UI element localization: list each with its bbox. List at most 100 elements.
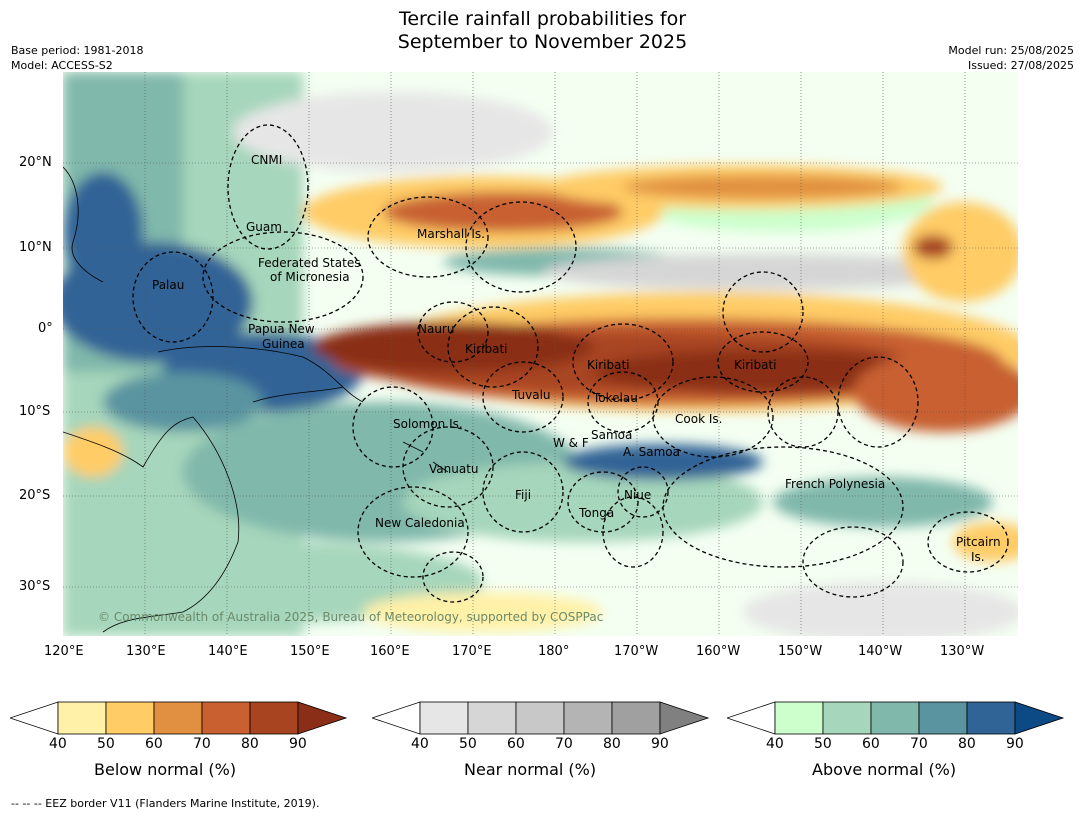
lon-label: 160°W bbox=[696, 644, 741, 659]
model-run: Model run: 25/08/2025 bbox=[948, 44, 1074, 57]
label-pitcairn-1: Pitcairn bbox=[956, 535, 1001, 549]
label-fiji: Fiji bbox=[515, 488, 531, 502]
colorbar-lower-extension bbox=[8, 701, 59, 735]
colorbar-below-title: Below normal (%) bbox=[94, 760, 237, 779]
colorbar-segment bbox=[870, 701, 920, 735]
colorbar-tick-label: 40 bbox=[766, 736, 784, 752]
colorbar-segment bbox=[201, 701, 251, 735]
label-png-2: Guinea bbox=[262, 337, 305, 351]
label-tonga: Tonga bbox=[578, 506, 614, 520]
lat-label: 20°N bbox=[19, 155, 52, 170]
colorbar-segment bbox=[153, 701, 203, 735]
label-guam: Guam bbox=[246, 220, 282, 234]
label-kiribati-e: Kiribati bbox=[734, 358, 776, 372]
eez-footnote: -- -- -- EEZ border V11 (Flanders Marine… bbox=[11, 797, 320, 810]
lon-label: 170°W bbox=[614, 644, 659, 659]
colorbar-tick-label: 70 bbox=[910, 736, 928, 752]
colorbar-segment bbox=[419, 701, 469, 735]
colorbar-segment bbox=[105, 701, 155, 735]
lat-label: 20°S bbox=[19, 488, 51, 503]
title-line-2: September to November 2025 bbox=[397, 31, 688, 53]
label-pitcairn-2: Is. bbox=[971, 550, 985, 564]
lon-label: 170°E bbox=[452, 644, 492, 659]
colorbar-near-title: Near normal (%) bbox=[464, 760, 597, 779]
colorbar-tick-label: 60 bbox=[862, 736, 880, 752]
colorbar-tick-label: 90 bbox=[651, 736, 669, 752]
label-kiribati-w: Kiribati bbox=[465, 342, 507, 356]
colorbar-above-svg bbox=[725, 701, 1065, 735]
label-solomon: Solomon Is. bbox=[393, 417, 463, 431]
lon-label: 150°W bbox=[778, 644, 823, 659]
lat-label: 30°S bbox=[19, 579, 51, 594]
colorbar-tick-label: 70 bbox=[555, 736, 573, 752]
label-cnmi: CNMI bbox=[251, 153, 282, 167]
colorbar-upper-extension bbox=[659, 701, 710, 735]
chart-title: Tercile rainfall probabilities for Septe… bbox=[0, 8, 1085, 54]
lon-label: 120°E bbox=[44, 644, 84, 659]
colorbar-segment bbox=[822, 701, 872, 735]
lat-label: 10°N bbox=[19, 240, 52, 255]
colorbar-tick-label: 50 bbox=[459, 736, 477, 752]
colorbar-segment bbox=[57, 701, 107, 735]
label-cook: Cook Is. bbox=[675, 412, 722, 426]
label-nauru: Nauru bbox=[418, 322, 454, 336]
colorbar-segment bbox=[918, 701, 968, 735]
colorbar-tick-label: 50 bbox=[814, 736, 832, 752]
lon-label: 140°W bbox=[858, 644, 903, 659]
colorbar-tick-label: 90 bbox=[1006, 736, 1024, 752]
colorbar-upper-extension bbox=[297, 701, 348, 735]
label-kiribati-c: Kiribati bbox=[587, 358, 629, 372]
label-marshall: Marshall Is. bbox=[417, 227, 485, 241]
colorbar-upper-extension bbox=[1014, 701, 1065, 735]
lon-label: 130°W bbox=[940, 644, 985, 659]
colorbar-tick-label: 50 bbox=[97, 736, 115, 752]
colorbar-near-svg bbox=[370, 701, 710, 735]
eez-borders bbox=[132, 124, 1009, 603]
colorbar-tick-label: 70 bbox=[193, 736, 211, 752]
lat-label: 10°S bbox=[19, 404, 51, 419]
label-tuvalu: Tuvalu bbox=[511, 388, 551, 402]
issued-date: Issued: 27/08/2025 bbox=[967, 59, 1074, 72]
meta-right: Model run: 25/08/2025 Issued: 27/08/2025 bbox=[948, 43, 1074, 73]
colorbar-segment bbox=[774, 701, 824, 735]
label-png-1: Papua New bbox=[248, 322, 315, 336]
label-asamoa: A. Samoa bbox=[623, 445, 680, 459]
colorbar-above-title: Above normal (%) bbox=[812, 760, 957, 779]
label-french-polynesia: French Polynesia bbox=[785, 477, 885, 491]
colorbar-lower-extension bbox=[370, 701, 421, 735]
colorbar-above-normal: Above normal (%) 40 50 60 70 80 90 bbox=[725, 700, 1067, 779]
lon-label: 130°E bbox=[126, 644, 166, 659]
label-palau: Palau bbox=[152, 278, 184, 292]
colorbar-segment bbox=[515, 701, 565, 735]
copyright-notice: © Commonwealth of Australia 2025, Bureau… bbox=[98, 610, 603, 624]
probability-field: CNMI Guam Marshall Is. Federated States … bbox=[63, 72, 1018, 636]
colorbar-tick-label: 40 bbox=[49, 736, 67, 752]
label-fsm-1: Federated States bbox=[258, 256, 360, 270]
lon-label: 160°E bbox=[370, 644, 410, 659]
colorbar-tick-label: 40 bbox=[411, 736, 429, 752]
colorbar-tick-label: 60 bbox=[145, 736, 163, 752]
colorbar-segment bbox=[966, 701, 1016, 735]
colorbar-tick-label: 80 bbox=[958, 736, 976, 752]
region-labels: CNMI Guam Marshall Is. Federated States … bbox=[152, 153, 1001, 564]
rainfall-probability-map: CNMI Guam Marshall Is. Federated States … bbox=[63, 72, 1018, 636]
colorbar-segment bbox=[563, 701, 613, 735]
label-niue: Niue bbox=[624, 488, 651, 502]
colorbar-lower-extension bbox=[725, 701, 776, 735]
label-new-caledonia: New Caledonia bbox=[375, 516, 465, 530]
model-name: Model: ACCESS-S2 bbox=[11, 59, 113, 72]
lon-label: 150°E bbox=[290, 644, 330, 659]
colorbar-below-svg bbox=[8, 701, 348, 735]
colorbar-below-normal: Below normal (%) 40 50 60 70 80 90 bbox=[8, 700, 350, 779]
colorbar-segment bbox=[611, 701, 661, 735]
lat-label: 0° bbox=[38, 321, 53, 336]
label-fsm-2: of Micronesia bbox=[270, 270, 350, 284]
colorbar-tick-label: 80 bbox=[241, 736, 259, 752]
base-period: Base period: 1981-2018 bbox=[11, 44, 144, 57]
label-wf: W & F bbox=[553, 436, 589, 450]
colorbar-tick-label: 80 bbox=[603, 736, 621, 752]
lon-label: 180° bbox=[538, 644, 570, 659]
graticule bbox=[63, 72, 1018, 636]
title-line-1: Tercile rainfall probabilities for bbox=[398, 8, 687, 30]
colorbar-segment bbox=[467, 701, 517, 735]
